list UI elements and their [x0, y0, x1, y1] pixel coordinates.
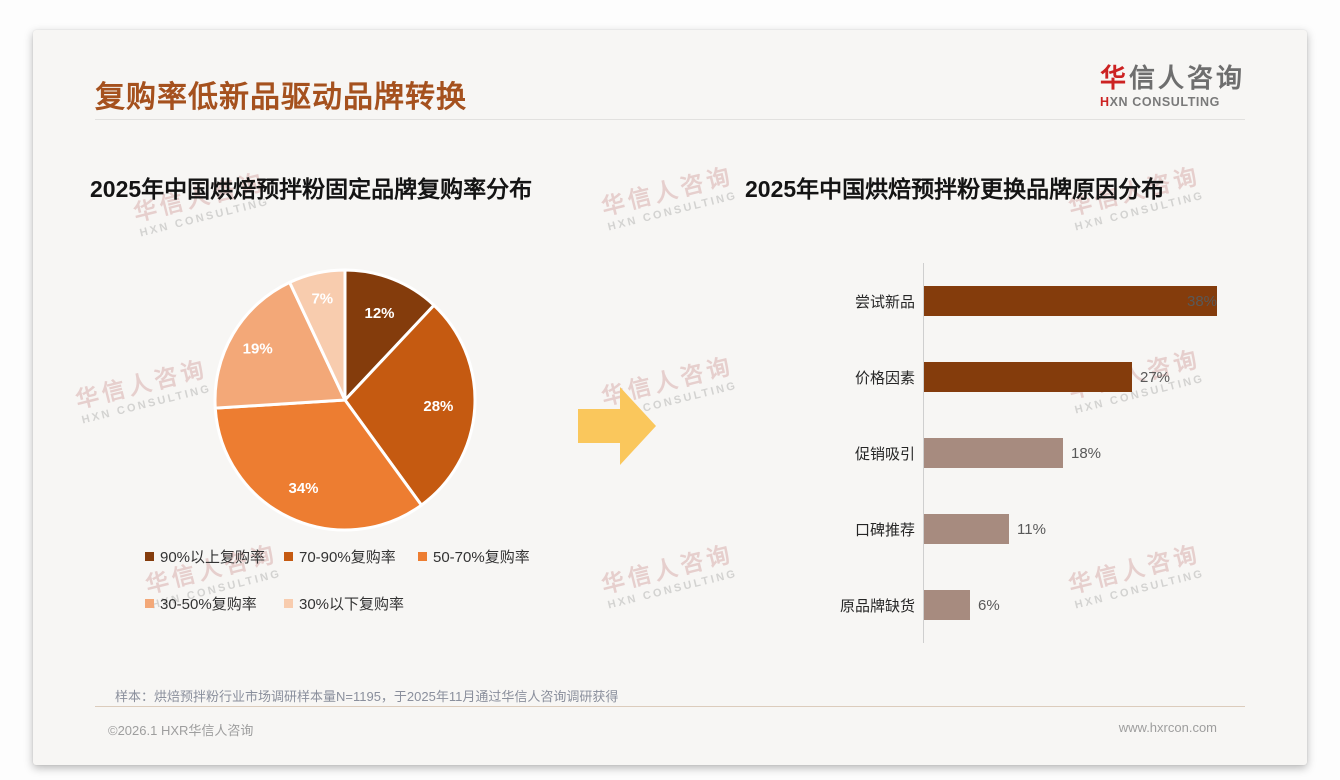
- legend-item: 90%以上复购率: [145, 546, 284, 567]
- bar-value-label: 27%: [1140, 368, 1171, 386]
- watermark: 华信人咨询 HXN CONSULTING: [597, 156, 739, 233]
- bar-category-label: 价格因素: [854, 369, 915, 387]
- bar-category-label: 原品牌缺货: [839, 597, 915, 615]
- footer-divider: [95, 706, 1245, 707]
- logo-chinese: 华信人咨询: [1100, 64, 1245, 93]
- logo-zh-rest: 信人咨询: [1128, 63, 1245, 93]
- page-title: 复购率低新品驱动品牌转换: [95, 81, 467, 114]
- legend-label: 50-70%复购率: [433, 549, 530, 566]
- legend-item: 30%以下复购率: [284, 593, 418, 614]
- legend-label: 30%以下复购率: [299, 596, 405, 613]
- right-arrow-icon: [578, 387, 656, 465]
- logo-en-rest: XN CONSULTING: [1109, 94, 1220, 109]
- company-logo: 华信人咨询 HXN CONSULTING: [1100, 64, 1245, 109]
- bar-track: 6%: [923, 567, 1280, 643]
- bar-track: 11%: [923, 491, 1280, 567]
- pie-slice: [343, 303, 477, 507]
- bar-fill: [924, 438, 1063, 468]
- bar-value-label: 18%: [1071, 444, 1102, 462]
- header-divider: [95, 119, 1245, 120]
- sample-note: 样本：烘焙预拌粉行业市场调研样本量N=1195，于2025年11月通过华信人咨询…: [115, 689, 619, 704]
- bar-fill: [924, 362, 1132, 392]
- legend-item: 50-70%复购率: [418, 546, 578, 567]
- legend-swatch: [284, 552, 293, 561]
- legend-item: 30-50%复购率: [145, 593, 284, 614]
- website-text: www.hxrcon.com: [1118, 720, 1217, 735]
- watermark: 华信人咨询 HXN CONSULTING: [597, 534, 739, 611]
- legend-swatch: [284, 599, 293, 608]
- legend-swatch: [145, 599, 154, 608]
- bar-chart-title: 2025年中国烘焙预拌粉更换品牌原因分布: [745, 176, 1165, 202]
- bar-category-label: 尝试新品: [854, 293, 915, 311]
- bar-track: 18%: [923, 415, 1280, 491]
- watermark-zh: 华信人咨询: [598, 540, 737, 599]
- watermark-en: HXN CONSULTING: [606, 567, 739, 612]
- bar-fill: [924, 590, 970, 620]
- logo-english: HXN CONSULTING: [1100, 95, 1245, 109]
- legend-swatch: [145, 552, 154, 561]
- pie-data-label: 12%: [364, 305, 394, 322]
- legend-swatch: [418, 552, 427, 561]
- watermark: 华信人咨询 HXN CONSULTING: [71, 349, 213, 426]
- legend-label: 90%以上复购率: [160, 549, 266, 566]
- bar-row: 价格因素 27%: [800, 339, 1280, 415]
- bar-value-label: 11%: [1017, 520, 1046, 538]
- pie-data-label: 19%: [243, 340, 273, 357]
- bar-row: 促销吸引 18%: [800, 415, 1280, 491]
- watermark-zh: 华信人咨询: [72, 355, 211, 414]
- logo-zh-red: 华: [1099, 63, 1129, 93]
- bar-category-label: 口碑推荐: [854, 521, 915, 539]
- bar-value-label: 6%: [978, 596, 1000, 614]
- bar-value-label: 38%: [1187, 292, 1218, 310]
- logo-en-red: H: [1099, 94, 1110, 109]
- pie-data-label: 34%: [288, 480, 318, 497]
- pie-legend: 90%以上复购率 70-90%复购率 50-70%复购率 30-50%复购率 30%以下…: [145, 546, 615, 614]
- pie-data-label: 28%: [423, 398, 453, 415]
- pie-slice: [288, 268, 347, 402]
- pie-slice: [343, 268, 436, 402]
- pie-chart: 12% 28% 34% 19% 7%: [213, 268, 477, 532]
- bar-row: 原品牌缺货 6%: [800, 567, 1280, 643]
- bar-track: 27%: [923, 339, 1280, 415]
- bar-fill: [924, 286, 1217, 316]
- pie-slice: [213, 398, 423, 532]
- legend-item: 70-90%复购率: [284, 546, 418, 567]
- bar-category-label: 促销吸引: [854, 445, 915, 463]
- bar-fill: [924, 514, 1009, 544]
- bar-row: 尝试新品 38%: [800, 263, 1280, 339]
- slide-card: 华信人咨询 HXN CONSULTING 华信人咨询 HXN CONSULTING 华信…: [33, 30, 1307, 765]
- pie-chart-title: 2025年中国烘焙预拌粉固定品牌复购率分布: [90, 176, 533, 202]
- copyright-text: ©2026.1 HXR华信人咨询: [108, 723, 254, 738]
- legend-label: 70-90%复购率: [299, 549, 396, 566]
- bar-row: 口碑推荐 11%: [800, 491, 1280, 567]
- bar-track: 38%: [923, 263, 1280, 339]
- bar-chart: 尝试新品 38% 价格因素 27% 促销吸引 18% 口碑推荐 11% 原品牌缺货 6%: [800, 263, 1280, 643]
- watermark-en: HXN CONSULTING: [80, 382, 213, 427]
- legend-label: 30-50%复购率: [160, 596, 257, 613]
- watermark-zh: 华信人咨询: [598, 162, 737, 221]
- pie-data-label: 7%: [311, 291, 333, 308]
- watermark-en: HXN CONSULTING: [606, 189, 739, 234]
- pie-slice: [213, 280, 347, 410]
